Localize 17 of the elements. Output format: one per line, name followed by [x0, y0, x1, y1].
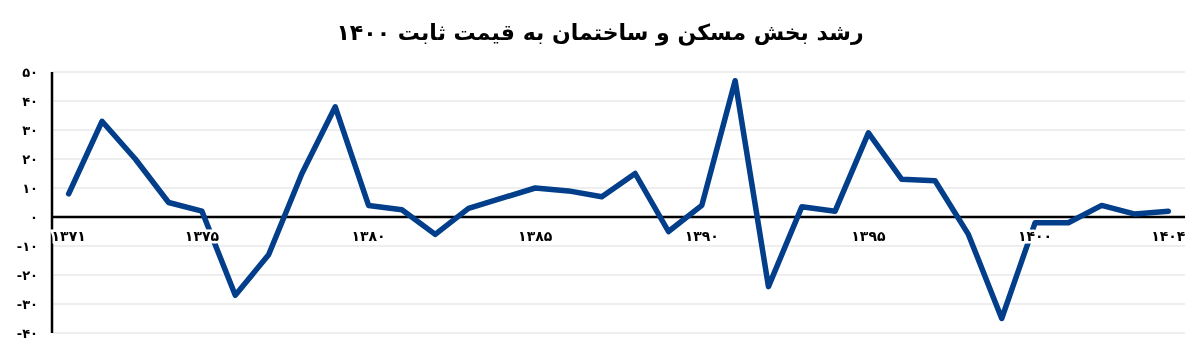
- xtick: ۱۳۸۵: [518, 228, 553, 244]
- xtick: ۱۳۸۰: [351, 228, 386, 244]
- xtick: ۱۴۰۴: [1151, 228, 1186, 244]
- xtick: ۱۳۷۱: [51, 228, 86, 244]
- ytick: ۵۰: [22, 65, 38, 80]
- ytick: ۴۰: [22, 94, 38, 109]
- ytick: -۱۰: [16, 239, 38, 254]
- ytick: ۲۰: [22, 152, 38, 167]
- ytick: ۱۰: [22, 181, 38, 196]
- title: رشد بخش مسکن و ساختمان به قیمت ثابت ۱۴۰۰: [336, 20, 864, 45]
- ytick: ۳۰: [22, 123, 38, 138]
- ytick: -۳۰: [16, 297, 38, 312]
- ytick: -۲۰: [16, 268, 38, 283]
- xtick: ۱۳۹۰: [684, 228, 719, 244]
- xtick: ۱۳۹۵: [851, 228, 886, 244]
- ytick: -۴۰: [16, 326, 38, 341]
- ytick: ۰: [30, 210, 38, 225]
